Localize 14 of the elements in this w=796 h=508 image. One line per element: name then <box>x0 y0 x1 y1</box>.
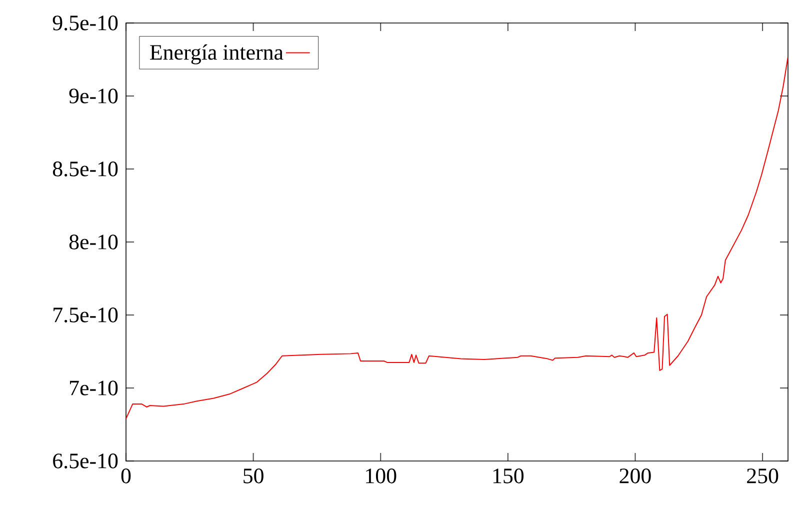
x-tick-label: 250 <box>747 468 778 484</box>
y-tick-label: 8e-10 <box>69 234 118 250</box>
x-tick-label: 0 <box>121 468 131 484</box>
legend-label: Energía interna <box>150 44 284 64</box>
x-tick-label: 50 <box>244 468 264 484</box>
x-tick-label: 100 <box>366 468 396 484</box>
y-tick-label: 7.5e-10 <box>54 308 118 322</box>
y-tick-label: 6.5e-10 <box>53 454 118 468</box>
y-tick-label: 7e-10 <box>70 380 118 396</box>
y-tick-label: 9e-10 <box>69 88 118 104</box>
x-tick-label: 150 <box>493 468 524 484</box>
x-tick-label: 200 <box>620 468 651 484</box>
y-tick-label: 9.5e-10 <box>52 16 118 30</box>
y-tick-label: 8.5e-10 <box>52 162 118 176</box>
